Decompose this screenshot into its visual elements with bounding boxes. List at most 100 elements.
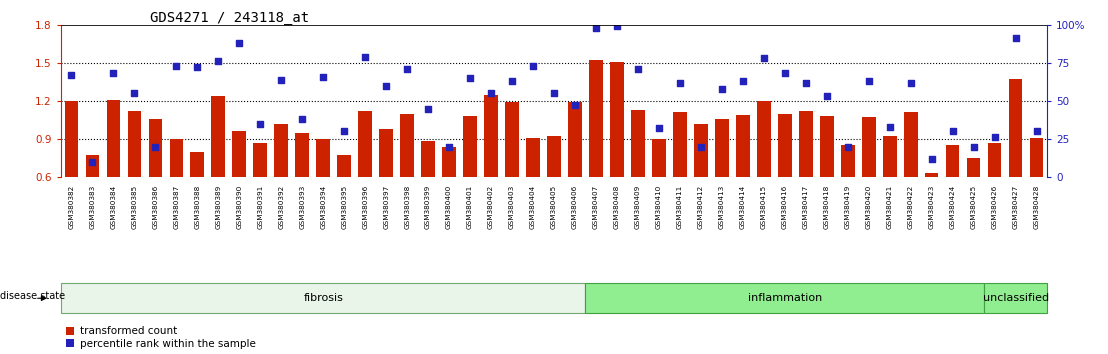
Point: [252, 121, 269, 127]
Bar: [694, 124, 708, 177]
Bar: [106, 99, 120, 177]
Point: [83, 159, 101, 165]
Bar: [904, 112, 917, 177]
Bar: [1029, 138, 1044, 177]
Point: [797, 80, 814, 85]
Bar: [883, 136, 896, 177]
Bar: [379, 129, 393, 177]
Point: [230, 40, 248, 46]
Point: [1007, 36, 1025, 41]
Point: [125, 90, 143, 96]
Bar: [148, 119, 162, 177]
Point: [818, 93, 835, 99]
Bar: [127, 111, 141, 177]
Bar: [484, 95, 497, 177]
Bar: [946, 145, 960, 177]
Bar: [64, 101, 79, 177]
Bar: [1008, 79, 1023, 177]
Point: [336, 129, 353, 134]
Legend: transformed count, percentile rank within the sample: transformed count, percentile rank withi…: [66, 326, 256, 349]
Point: [104, 71, 122, 76]
Text: unclassified: unclassified: [983, 293, 1048, 303]
Bar: [526, 138, 540, 177]
Point: [733, 78, 751, 84]
Bar: [358, 111, 372, 177]
Bar: [757, 101, 771, 177]
Point: [692, 144, 710, 149]
Bar: [85, 155, 100, 177]
Bar: [632, 110, 645, 177]
Bar: [589, 60, 603, 177]
Bar: [967, 158, 981, 177]
Point: [461, 75, 479, 81]
Bar: [296, 133, 309, 177]
Point: [440, 144, 458, 149]
Point: [294, 116, 311, 122]
Point: [629, 66, 647, 72]
Bar: [254, 143, 267, 177]
Point: [315, 74, 332, 79]
Point: [482, 90, 500, 96]
Point: [986, 135, 1004, 140]
Bar: [547, 136, 561, 177]
Bar: [463, 116, 476, 177]
Point: [209, 58, 227, 64]
Point: [188, 64, 206, 70]
Point: [167, 63, 185, 69]
Text: GDS4271 / 243118_at: GDS4271 / 243118_at: [150, 11, 309, 25]
Bar: [736, 115, 750, 177]
Point: [671, 80, 689, 85]
Text: fibrosis: fibrosis: [304, 293, 343, 303]
Point: [650, 125, 668, 131]
Point: [965, 144, 983, 149]
Bar: [862, 118, 875, 177]
Point: [881, 124, 899, 130]
Bar: [170, 139, 183, 177]
Point: [860, 78, 878, 84]
Point: [776, 71, 793, 76]
Bar: [191, 152, 204, 177]
Bar: [233, 131, 246, 177]
Bar: [715, 119, 729, 177]
Bar: [505, 102, 519, 177]
Point: [357, 54, 375, 59]
Bar: [317, 139, 330, 177]
Point: [902, 80, 920, 85]
Point: [419, 105, 437, 111]
Point: [524, 63, 542, 69]
Bar: [673, 112, 687, 177]
Point: [62, 72, 80, 78]
Bar: [799, 111, 812, 177]
Bar: [611, 62, 624, 177]
Point: [398, 66, 416, 72]
Bar: [778, 114, 791, 177]
Point: [1028, 129, 1046, 134]
Point: [944, 129, 962, 134]
Bar: [212, 96, 225, 177]
Bar: [568, 102, 582, 177]
Text: disease state: disease state: [0, 291, 65, 302]
Bar: [275, 124, 288, 177]
Point: [712, 86, 730, 92]
Point: [608, 23, 626, 29]
Bar: [400, 114, 414, 177]
Point: [503, 78, 521, 84]
Bar: [442, 147, 455, 177]
Point: [923, 156, 941, 161]
Bar: [421, 142, 435, 177]
Point: [566, 103, 584, 108]
Bar: [988, 143, 1002, 177]
Text: inflammation: inflammation: [748, 293, 822, 303]
Bar: [820, 116, 833, 177]
Point: [755, 56, 772, 61]
Bar: [841, 145, 854, 177]
Bar: [337, 155, 351, 177]
Bar: [653, 139, 666, 177]
Point: [378, 83, 396, 88]
Bar: [925, 173, 938, 177]
Point: [273, 77, 290, 82]
Point: [146, 144, 164, 149]
Point: [545, 90, 563, 96]
Point: [587, 25, 605, 31]
Point: [839, 144, 856, 149]
